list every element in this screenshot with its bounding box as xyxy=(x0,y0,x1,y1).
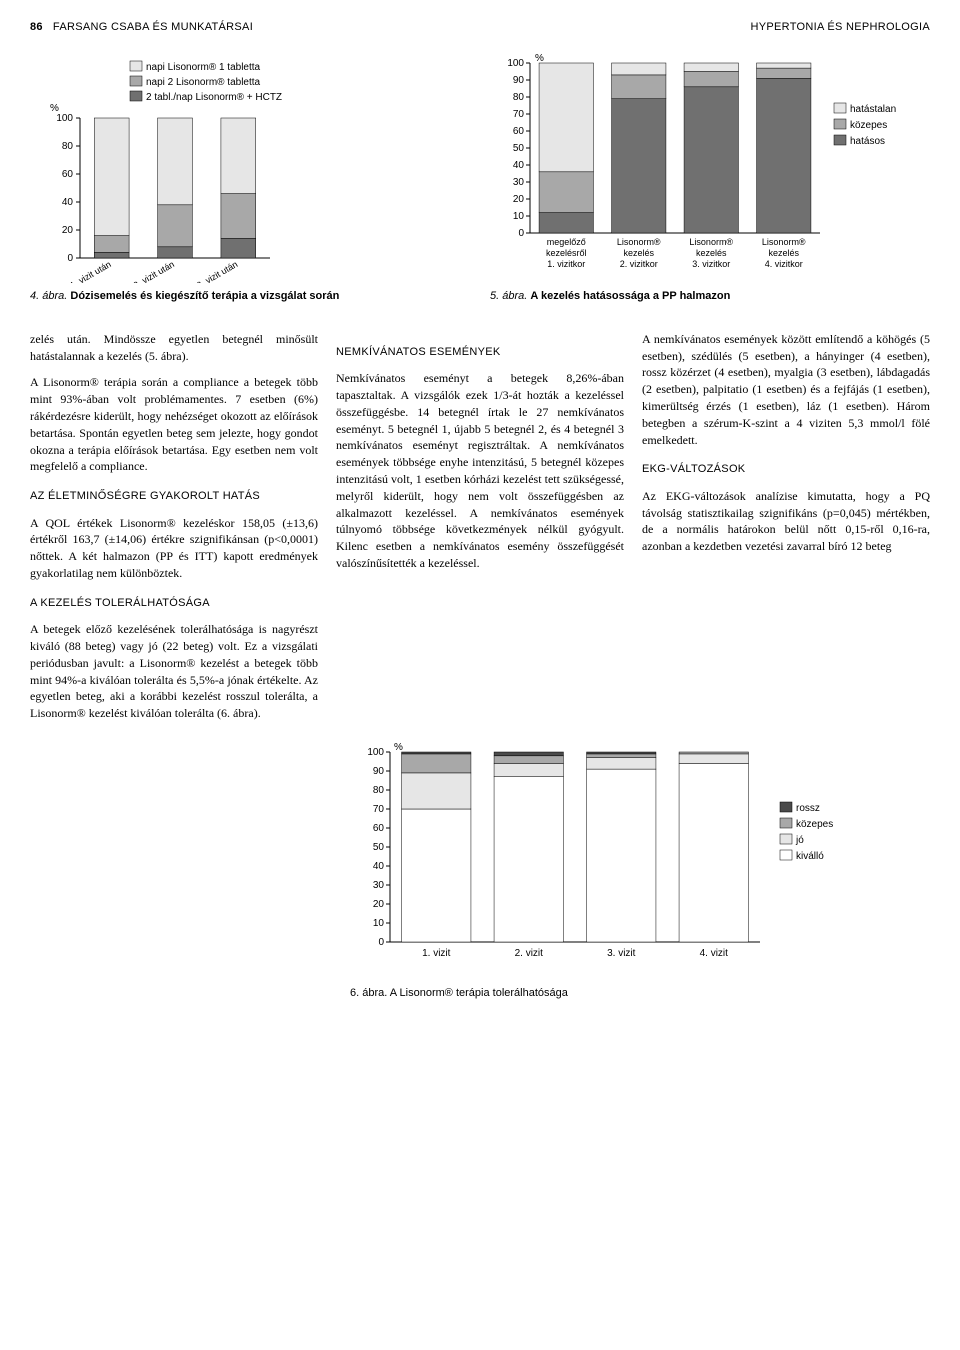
figure-4-chart: napi Lisonorm® 1 tabletta napi 2 Lisonorm… xyxy=(30,53,470,283)
svg-text:0: 0 xyxy=(518,228,524,239)
svg-text:100: 100 xyxy=(367,747,384,758)
svg-text:80: 80 xyxy=(373,785,385,796)
svg-text:kezelés: kezelés xyxy=(696,248,727,258)
svg-text:70: 70 xyxy=(513,109,525,120)
svg-text:70: 70 xyxy=(373,804,385,815)
svg-text:100: 100 xyxy=(507,58,524,69)
svg-text:4. vizit: 4. vizit xyxy=(700,948,729,959)
svg-text:kezelés: kezelés xyxy=(768,248,799,258)
svg-text:60: 60 xyxy=(62,169,74,180)
svg-text:1. vizit: 1. vizit xyxy=(422,948,451,959)
svg-text:napi 2 Lisonorm® tabletta: napi 2 Lisonorm® tabletta xyxy=(146,77,261,88)
svg-text:40: 40 xyxy=(62,197,74,208)
c2-h1: NEMKÍVÁNATOS ESEMÉNYEK xyxy=(336,345,624,360)
svg-text:%: % xyxy=(394,742,403,753)
svg-text:kezelés: kezelés xyxy=(623,248,654,258)
svg-text:60: 60 xyxy=(373,823,385,834)
svg-text:3. vizit után: 3. vizit után xyxy=(195,259,239,283)
fig5-svg: 0 10 20 30 40 50 60 70 80 90 100% megelőzőkezelésrő… xyxy=(490,53,930,283)
page-header: 86 FARSANG CSABA ÉS MUNKATÁRSAI HYPERTON… xyxy=(30,20,930,35)
page-number: 86 xyxy=(30,21,43,33)
figure-4-caption: 4. ábra. Dózisemelés és kiegészítő teráp… xyxy=(30,289,470,304)
svg-text:2. vizit: 2. vizit xyxy=(515,948,544,959)
fig5-caption-text: A kezelés hatásossága a PP halmazon xyxy=(530,290,730,302)
figure-5: 0 10 20 30 40 50 60 70 80 90 100% megelőzőkezelésrő… xyxy=(490,53,930,304)
header-left: 86 FARSANG CSABA ÉS MUNKATÁRSAI xyxy=(30,20,253,35)
body-columns: zelés után. Mindössze egyetlen betegnél … xyxy=(30,331,930,732)
column-2: NEMKÍVÁNATOS ESEMÉNYEK Nemkívánatos esem… xyxy=(336,331,624,732)
svg-text:0: 0 xyxy=(378,937,384,948)
svg-text:10: 10 xyxy=(513,211,525,222)
svg-text:30: 30 xyxy=(513,177,525,188)
svg-text:%: % xyxy=(50,103,59,114)
fig6-svg: 0 10 20 30 40 50 60 70 80 90 100% 1. vizit 2. vizit 3… xyxy=(350,742,930,982)
column-1: zelés után. Mindössze egyetlen betegnél … xyxy=(30,331,318,732)
c3-p2: Az EKG-változások analízise kimutatta, h… xyxy=(642,488,930,555)
svg-text:%: % xyxy=(535,53,544,64)
fig4-caption-text: Dózisemelés és kiegészítő terápia a vizs… xyxy=(70,290,339,302)
c1-p4: A betegek előző kezelésének tolerálhatós… xyxy=(30,621,318,722)
svg-text:közepes: közepes xyxy=(850,120,887,131)
svg-text:30: 30 xyxy=(373,880,385,891)
c1-p3: A QOL értékek Lisonorm® kezeléskor 158,0… xyxy=(30,515,318,582)
svg-text:90: 90 xyxy=(373,766,385,777)
svg-text:3. vizit: 3. vizit xyxy=(607,948,636,959)
c1-p2: A Lisonorm® terápia során a compliance a… xyxy=(30,374,318,475)
figure-4: napi Lisonorm® 1 tabletta napi 2 Lisonorm… xyxy=(30,53,470,304)
svg-text:4. vizitkor: 4. vizitkor xyxy=(765,259,803,269)
svg-text:0: 0 xyxy=(67,253,73,264)
svg-text:10: 10 xyxy=(373,918,385,929)
svg-text:kezelésről: kezelésről xyxy=(546,248,587,258)
svg-text:kiválló: kiválló xyxy=(796,851,824,862)
figure-5-caption: 5. ábra. A kezelés hatásossága a PP halm… xyxy=(490,289,930,304)
svg-text:40: 40 xyxy=(373,861,385,872)
fig4-svg: napi Lisonorm® 1 tabletta napi 2 Lisonorm… xyxy=(30,53,470,283)
svg-text:közepes: közepes xyxy=(796,819,833,830)
fig5-caption-prefix: 5. ábra. xyxy=(490,290,527,302)
svg-text:50: 50 xyxy=(513,143,525,154)
svg-text:2 tabl./nap Lisonorm® + HCTZ: 2 tabl./nap Lisonorm® + HCTZ xyxy=(146,92,282,103)
authors-line: FARSANG CSABA ÉS MUNKATÁRSAI xyxy=(53,21,253,33)
svg-text:hatástalan: hatástalan xyxy=(850,104,896,115)
svg-text:1. vizitkor: 1. vizitkor xyxy=(547,259,585,269)
svg-text:Lisonorm®: Lisonorm® xyxy=(689,237,733,247)
journal-name: HYPERTONIA ÉS NEPHROLOGIA xyxy=(751,20,930,35)
c1-h1: AZ ÉLETMINŐSÉGRE GYAKOROLT HATÁS xyxy=(30,489,318,504)
svg-text:Lisonorm®: Lisonorm® xyxy=(617,237,661,247)
c1-p1: zelés után. Mindössze egyetlen betegnél … xyxy=(30,331,318,365)
fig6-caption-text: A Lisonorm® terápia tolerálhatósága xyxy=(390,987,568,999)
svg-text:50: 50 xyxy=(373,842,385,853)
c2-p1: Nemkívánatos eseményt a betegek 8,26%-áb… xyxy=(336,370,624,572)
svg-text:20: 20 xyxy=(513,194,525,205)
svg-text:80: 80 xyxy=(513,92,525,103)
svg-text:napi Lisonorm® 1 tabletta: napi Lisonorm® 1 tabletta xyxy=(146,62,261,73)
svg-text:20: 20 xyxy=(373,899,385,910)
figure-5-chart: 0 10 20 30 40 50 60 70 80 90 100% megelőzőkezelésrő… xyxy=(490,53,930,283)
svg-text:60: 60 xyxy=(513,126,525,137)
svg-text:90: 90 xyxy=(513,75,525,86)
column-3: A nemkívánatos események között említend… xyxy=(642,331,930,732)
c3-h1: EKG-VÁLTOZÁSOK xyxy=(642,462,930,477)
figure-6-chart: 0 10 20 30 40 50 60 70 80 90 100% 1. vizit 2. vizit 3… xyxy=(350,742,930,982)
figure-6: 0 10 20 30 40 50 60 70 80 90 100% 1. vizit 2. vizit 3… xyxy=(30,742,930,1001)
svg-text:hatásos: hatásos xyxy=(850,136,885,147)
svg-text:2. vizitkor: 2. vizitkor xyxy=(620,259,658,269)
svg-text:Lisonorm®: Lisonorm® xyxy=(762,237,806,247)
svg-text:40: 40 xyxy=(513,160,525,171)
svg-text:megelőző: megelőző xyxy=(547,237,586,247)
svg-text:3. vizitkor: 3. vizitkor xyxy=(692,259,730,269)
svg-text:1. vizit után: 1. vizit után xyxy=(68,259,112,283)
figures-row: napi Lisonorm® 1 tabletta napi 2 Lisonorm… xyxy=(30,53,930,304)
figure-6-caption: 6. ábra. A Lisonorm® terápia tolerálható… xyxy=(350,986,930,1001)
svg-text:jó: jó xyxy=(795,835,804,846)
svg-text:2. vizit után: 2. vizit után xyxy=(132,259,176,283)
svg-text:100: 100 xyxy=(56,113,73,124)
svg-text:20: 20 xyxy=(62,225,74,236)
fig4-caption-prefix: 4. ábra. xyxy=(30,290,67,302)
svg-text:80: 80 xyxy=(62,141,74,152)
svg-text:rossz: rossz xyxy=(796,803,820,814)
c1-h2: A KEZELÉS TOLERÁLHATÓSÁGA xyxy=(30,596,318,611)
fig6-caption-prefix: 6. ábra. xyxy=(350,987,387,999)
c3-p1: A nemkívánatos események között említend… xyxy=(642,331,930,449)
